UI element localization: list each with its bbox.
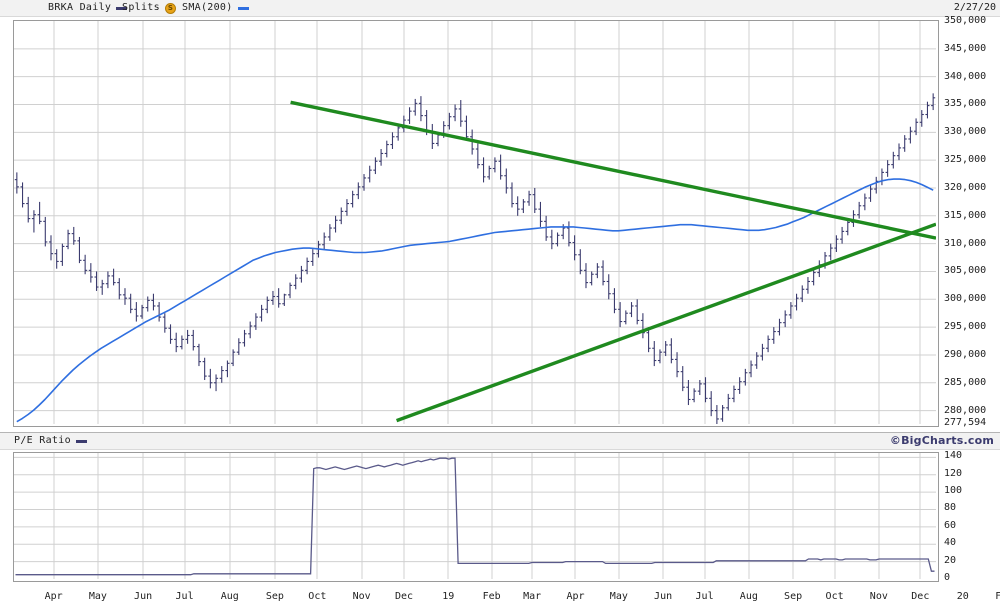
x-axis-tick-label: Oct: [825, 591, 844, 602]
legend-item-splits[interactable]: Splits S: [122, 0, 176, 16]
legend-item-price-series[interactable]: BRKA Daily: [48, 0, 128, 16]
price-y-tick-label: 345,000: [944, 42, 987, 54]
price-plot-area[interactable]: [13, 20, 939, 427]
x-axis-tick-label: 19: [442, 591, 455, 602]
pe-y-tick-label: 140: [944, 450, 963, 462]
x-axis-tick-label: May: [609, 591, 628, 602]
price-y-tick-label: 280,000: [944, 404, 987, 416]
quote-date-label: 2/27/20: [953, 2, 996, 13]
legend-label-splits: Splits: [122, 2, 160, 13]
x-axis-tick-label: Feb: [995, 591, 1000, 602]
pe-y-tick-label: 80: [944, 502, 957, 514]
bigcharts-watermark: ©BigCharts.com: [889, 434, 994, 447]
price-y-min-label: 277,594: [944, 417, 987, 428]
price-y-tick-label: 350,000: [944, 15, 987, 26]
x-axis-tick-label: Aug: [739, 591, 758, 602]
x-axis-tick-label: Apr: [44, 591, 63, 602]
split-marker-icon: S: [164, 2, 176, 14]
x-axis-labels: Apr May Jun Jul Aug Sep Oct Nov Dec 19 Feb Mar Apr Ma…: [0, 589, 1000, 608]
price-y-tick-label: 340,000: [944, 70, 987, 82]
pe-y-axis-labels: 0 20 40 60 80 100 120 140: [944, 449, 1000, 588]
price-y-tick-label: 300,000: [944, 293, 987, 305]
price-y-tick-label: 315,000: [944, 209, 987, 221]
pe-y-tick-label: 0: [944, 572, 951, 583]
x-axis-tick-label: Nov: [869, 591, 888, 602]
price-y-tick-label: 335,000: [944, 98, 987, 110]
line-swatch-icon: [116, 6, 128, 10]
price-chart-legend-bar: BRKA Daily Splits S SMA(200) 2/27/20: [0, 0, 1000, 17]
price-y-tick-label: 305,000: [944, 265, 987, 277]
x-axis-tick-label: Dec: [911, 591, 930, 602]
legend-item-sma[interactable]: SMA(200): [182, 0, 249, 16]
legend-item-pe-ratio[interactable]: P/E Ratio: [14, 433, 87, 449]
x-axis-tick-label: Feb: [482, 591, 501, 602]
legend-label-sma: SMA(200): [182, 2, 233, 13]
pe-y-tick-label: 60: [944, 519, 957, 531]
legend-label-price-series: BRKA Daily: [48, 2, 112, 13]
x-axis-tick-label: Oct: [308, 591, 327, 602]
price-chart-svg: [14, 21, 936, 424]
price-y-tick-label: 310,000: [944, 237, 987, 249]
price-y-axis-labels: 350,000 345,000 340,000 335,000 330,000 325,0…: [944, 15, 1000, 432]
x-axis-tick-label: Nov: [352, 591, 371, 602]
price-y-tick-label: 330,000: [944, 126, 987, 138]
x-axis-tick-label: Jun: [654, 591, 673, 602]
price-panel: 350,000 345,000 340,000 335,000 330,000 325,0…: [0, 15, 1000, 432]
x-axis-tick-label: Jul: [695, 591, 714, 602]
x-axis-tick-label: Sep: [784, 591, 803, 602]
pe-y-tick-label: 40: [944, 537, 957, 549]
pe-plot-area[interactable]: [13, 452, 939, 582]
x-axis-tick-label: Apr: [566, 591, 585, 602]
pe-ratio-panel: 0 20 40 60 80 100 120 140: [0, 449, 1000, 588]
pe-y-tick-label: 20: [944, 554, 957, 566]
pe-y-tick-label: 120: [944, 467, 963, 479]
x-axis-tick-label: Sep: [265, 591, 284, 602]
price-y-tick-label: 325,000: [944, 154, 987, 166]
x-axis-tick-label: Jun: [134, 591, 153, 602]
x-axis-tick-label: Dec: [394, 591, 414, 602]
x-axis-tick-label: Mar: [523, 591, 542, 602]
price-y-tick-label: 295,000: [944, 321, 987, 333]
x-axis-tick-label: May: [88, 591, 107, 602]
x-axis-tick-label: Jul: [175, 591, 194, 602]
price-y-tick-label: 285,000: [944, 376, 987, 388]
pe-chart-legend-bar: P/E Ratio ©BigCharts.com: [0, 432, 1000, 450]
x-axis-tick-label: 20: [956, 591, 969, 602]
pe-chart-svg: [14, 453, 936, 579]
x-axis-tick-label: Aug: [220, 591, 239, 602]
legend-label-pe-ratio: P/E Ratio: [14, 435, 71, 446]
line-swatch-icon: [237, 6, 249, 10]
line-swatch-icon: [75, 439, 87, 443]
pe-y-tick-label: 100: [944, 485, 963, 497]
price-y-tick-label: 320,000: [944, 181, 987, 193]
price-y-tick-label: 290,000: [944, 348, 987, 360]
